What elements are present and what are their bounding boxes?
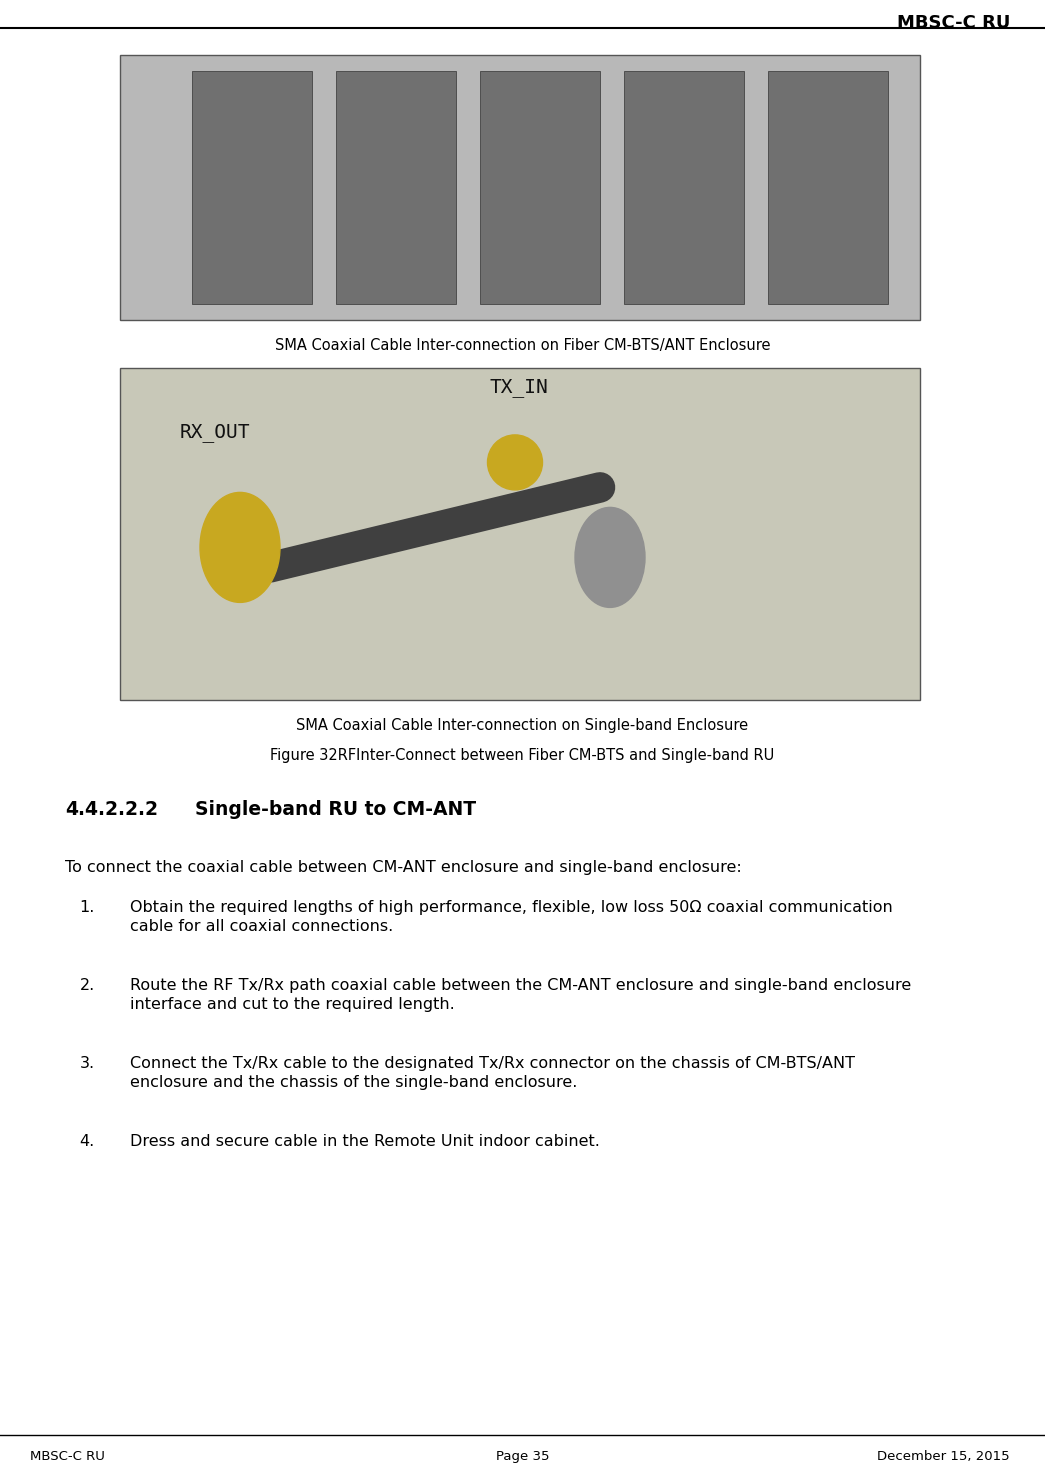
Text: Dress and secure cable in the Remote Unit indoor cabinet.: Dress and secure cable in the Remote Uni… xyxy=(130,1133,600,1150)
Text: MBSC-C RU: MBSC-C RU xyxy=(897,15,1011,32)
Text: December 15, 2015: December 15, 2015 xyxy=(878,1450,1011,1463)
Text: TX_IN: TX_IN xyxy=(490,378,549,397)
Text: To connect the coaxial cable between CM-ANT enclosure and single-band enclosure:: To connect the coaxial cable between CM-… xyxy=(65,860,742,874)
Bar xyxy=(120,368,920,701)
Text: MBSC-C RU: MBSC-C RU xyxy=(30,1450,105,1463)
Text: Page 35: Page 35 xyxy=(495,1450,550,1463)
Bar xyxy=(768,71,888,305)
Text: Route the RF Tx/Rx path coaxial cable between the CM-ANT enclosure and single-ba: Route the RF Tx/Rx path coaxial cable be… xyxy=(130,977,911,1013)
Bar xyxy=(336,71,456,305)
Ellipse shape xyxy=(200,493,280,602)
Text: Connect the Tx/Rx cable to the designated Tx/Rx connector on the chassis of CM-B: Connect the Tx/Rx cable to the designate… xyxy=(130,1055,855,1091)
Text: Single-band RU to CM-ANT: Single-band RU to CM-ANT xyxy=(195,799,477,818)
Text: 1.: 1. xyxy=(79,899,95,916)
Text: RX_OUT: RX_OUT xyxy=(180,422,251,442)
Bar xyxy=(624,71,744,305)
Ellipse shape xyxy=(488,434,542,490)
Text: 4.4.2.2.2: 4.4.2.2.2 xyxy=(65,799,158,818)
Text: SMA Coaxial Cable Inter-connection on Single-band Enclosure: SMA Coaxial Cable Inter-connection on Si… xyxy=(297,718,748,733)
Text: Figure 32RFInter-Connect between Fiber CM-BTS and Single-band RU: Figure 32RFInter-Connect between Fiber C… xyxy=(271,748,774,762)
Bar xyxy=(480,71,600,305)
Bar xyxy=(120,54,920,319)
Bar xyxy=(192,71,312,305)
Ellipse shape xyxy=(575,508,645,608)
Text: SMA Coaxial Cable Inter-connection on Fiber CM-BTS/ANT Enclosure: SMA Coaxial Cable Inter-connection on Fi… xyxy=(275,339,770,353)
Text: 4.: 4. xyxy=(79,1133,95,1150)
Text: Obtain the required lengths of high performance, flexible, low loss 50Ω coaxial : Obtain the required lengths of high perf… xyxy=(130,899,892,935)
Text: 2.: 2. xyxy=(79,977,95,994)
Text: 3.: 3. xyxy=(79,1055,95,1072)
